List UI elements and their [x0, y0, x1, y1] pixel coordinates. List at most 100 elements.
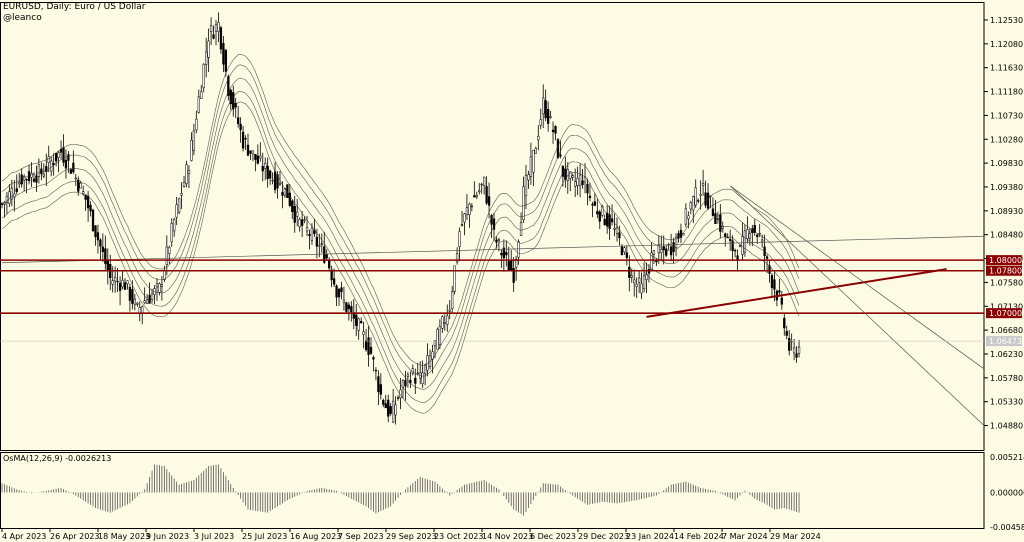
- candle-body: [598, 211, 601, 222]
- candle-body: [443, 322, 446, 324]
- x-tick-label: 4 Apr 2023: [2, 532, 46, 541]
- candle-body: [175, 204, 178, 218]
- candle-body: [141, 306, 144, 314]
- candle-body: [209, 25, 213, 32]
- candle-body: [372, 357, 375, 360]
- candle-body: [5, 195, 9, 203]
- x-tick-label: 14 Nov 2023: [482, 532, 533, 541]
- candle-body: [136, 302, 139, 305]
- osma-y-tick-label: 0.0052148: [990, 453, 1024, 462]
- candle-body: [180, 193, 183, 196]
- candle-body: [239, 123, 242, 131]
- candle-body: [123, 282, 127, 290]
- candle-body: [94, 225, 97, 238]
- candle-body: [630, 275, 633, 278]
- candle-body: [642, 275, 646, 289]
- candle-body: [298, 218, 301, 228]
- candle-body: [470, 205, 474, 208]
- candle-body: [148, 294, 151, 304]
- candle-body: [300, 219, 304, 226]
- candle-body: [264, 162, 267, 169]
- candle-body: [293, 206, 296, 223]
- candle-body: [91, 209, 95, 232]
- candle-body: [483, 176, 486, 186]
- candle-body: [126, 280, 129, 285]
- candle-body: [207, 40, 210, 58]
- candle-body: [310, 227, 314, 241]
- candle-body: [268, 170, 272, 179]
- x-tick-label: 29 Sep 2023: [386, 532, 437, 541]
- x-tick-label: 3 Jul 2023: [194, 532, 234, 541]
- candle-body: [551, 129, 555, 133]
- candle-body: [684, 208, 688, 225]
- trendline: [646, 268, 947, 318]
- candle-body: [778, 290, 781, 293]
- candle-body: [453, 265, 456, 292]
- trendline: [1, 235, 985, 264]
- y-tick-label: 1.05780: [990, 374, 1023, 383]
- y-tick-label: 1.11630: [990, 64, 1023, 73]
- candle-body: [47, 156, 50, 163]
- candle-body: [64, 159, 68, 169]
- y-tick-label: 1.09830: [990, 159, 1023, 168]
- candle-body: [537, 136, 540, 141]
- candle-body: [249, 150, 252, 154]
- envelope-upper-inner: [1, 64, 800, 377]
- candle-body: [603, 218, 606, 226]
- candle-body: [431, 351, 434, 360]
- ma-line-mid: [1, 77, 800, 390]
- candle-body: [465, 207, 469, 216]
- candle-body: [369, 346, 373, 354]
- trendline: [729, 185, 985, 426]
- candle-body: [205, 51, 208, 65]
- candle-body: [768, 265, 771, 274]
- candle-body: [795, 353, 798, 358]
- candle-body: [291, 200, 294, 212]
- candle-body: [84, 194, 87, 200]
- candle-body: [114, 277, 117, 282]
- y-tick-label: 1.10280: [990, 135, 1023, 144]
- candle-body: [89, 205, 92, 212]
- candle-body: [524, 175, 528, 196]
- candle-body: [785, 331, 788, 336]
- candle-body: [519, 222, 523, 236]
- candle-body: [8, 191, 11, 204]
- candle-body: [502, 247, 505, 259]
- candle-body: [389, 406, 392, 414]
- candle-body: [170, 223, 173, 243]
- candle-body: [746, 229, 749, 240]
- candle-body: [458, 231, 461, 247]
- candle-body: [539, 119, 542, 126]
- candle-body: [748, 233, 751, 239]
- candle-body: [318, 245, 321, 247]
- candle-body: [82, 191, 85, 195]
- candle-body: [187, 170, 191, 174]
- candle-body: [168, 247, 171, 254]
- x-tick-label: 9 Jun 2023: [146, 532, 189, 541]
- y-tick-label: 1.08480: [990, 231, 1023, 240]
- candle-body: [554, 126, 557, 134]
- candle-body: [195, 118, 198, 131]
- candle-body: [222, 43, 225, 65]
- candle-body: [652, 250, 656, 255]
- candle-body: [335, 285, 338, 298]
- candle-body: [460, 224, 464, 226]
- candle-body: [669, 246, 673, 256]
- candle-body: [229, 89, 232, 105]
- main-pane-border: [0, 2, 985, 451]
- main-chart-frame: [0, 2, 985, 529]
- candle-body: [323, 246, 326, 263]
- candle-body: [451, 291, 454, 309]
- candle-body: [281, 192, 284, 196]
- candle-body: [674, 236, 678, 248]
- candle-body: [514, 259, 518, 268]
- y-tick-label: 1.04880: [990, 422, 1023, 431]
- candle-body: [724, 233, 727, 237]
- y-tick-label: 1.08930: [990, 207, 1023, 216]
- candle-body: [512, 268, 515, 283]
- candle-body: [111, 280, 114, 285]
- y-tick-label: 1.07580: [990, 278, 1023, 287]
- candle-body: [758, 233, 761, 235]
